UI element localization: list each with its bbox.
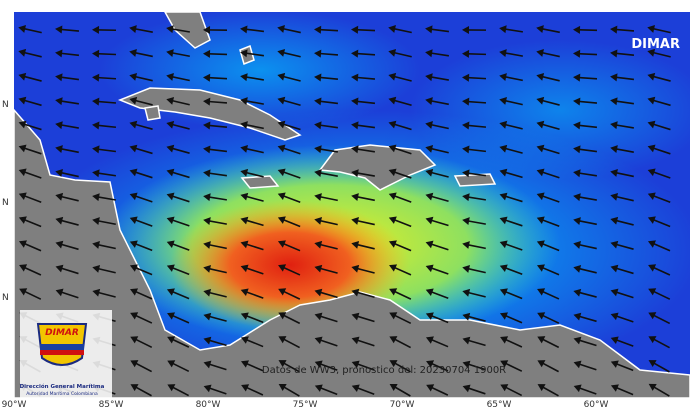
logo-sub: Autoridad Marítima Colombiana xyxy=(26,390,98,397)
logo-band xyxy=(40,344,84,350)
longitude-label: 90°W xyxy=(2,400,27,409)
logo-band xyxy=(40,350,84,355)
longitude-label: 75°W xyxy=(293,400,318,409)
logo-org: Dirección General Marítima xyxy=(20,383,105,390)
longitude-label: 70°W xyxy=(390,400,415,409)
latitude-labels: N N N xyxy=(2,100,9,303)
logo: DIMAR Dirección General Marítima Autorid… xyxy=(20,310,112,398)
longitude-label: 85°W xyxy=(99,400,124,409)
caption: Datos de WW3, pronostico del: 20230704 1… xyxy=(262,365,506,376)
longitude-label: 65°W xyxy=(487,400,512,409)
latitude-label: N xyxy=(2,100,9,110)
logo-mark: DIMAR xyxy=(45,328,79,338)
longitude-labels: 90°W 85°W 80°W 75°W 70°W 65°W 60°W xyxy=(2,400,609,409)
watermark: DIMAR xyxy=(631,37,680,52)
map-frame xyxy=(14,10,700,400)
longitude-label: 80°W xyxy=(196,400,221,409)
longitude-label: 60°W xyxy=(584,400,609,409)
latitude-label: N xyxy=(2,293,9,303)
latitude-label: N xyxy=(2,198,9,208)
